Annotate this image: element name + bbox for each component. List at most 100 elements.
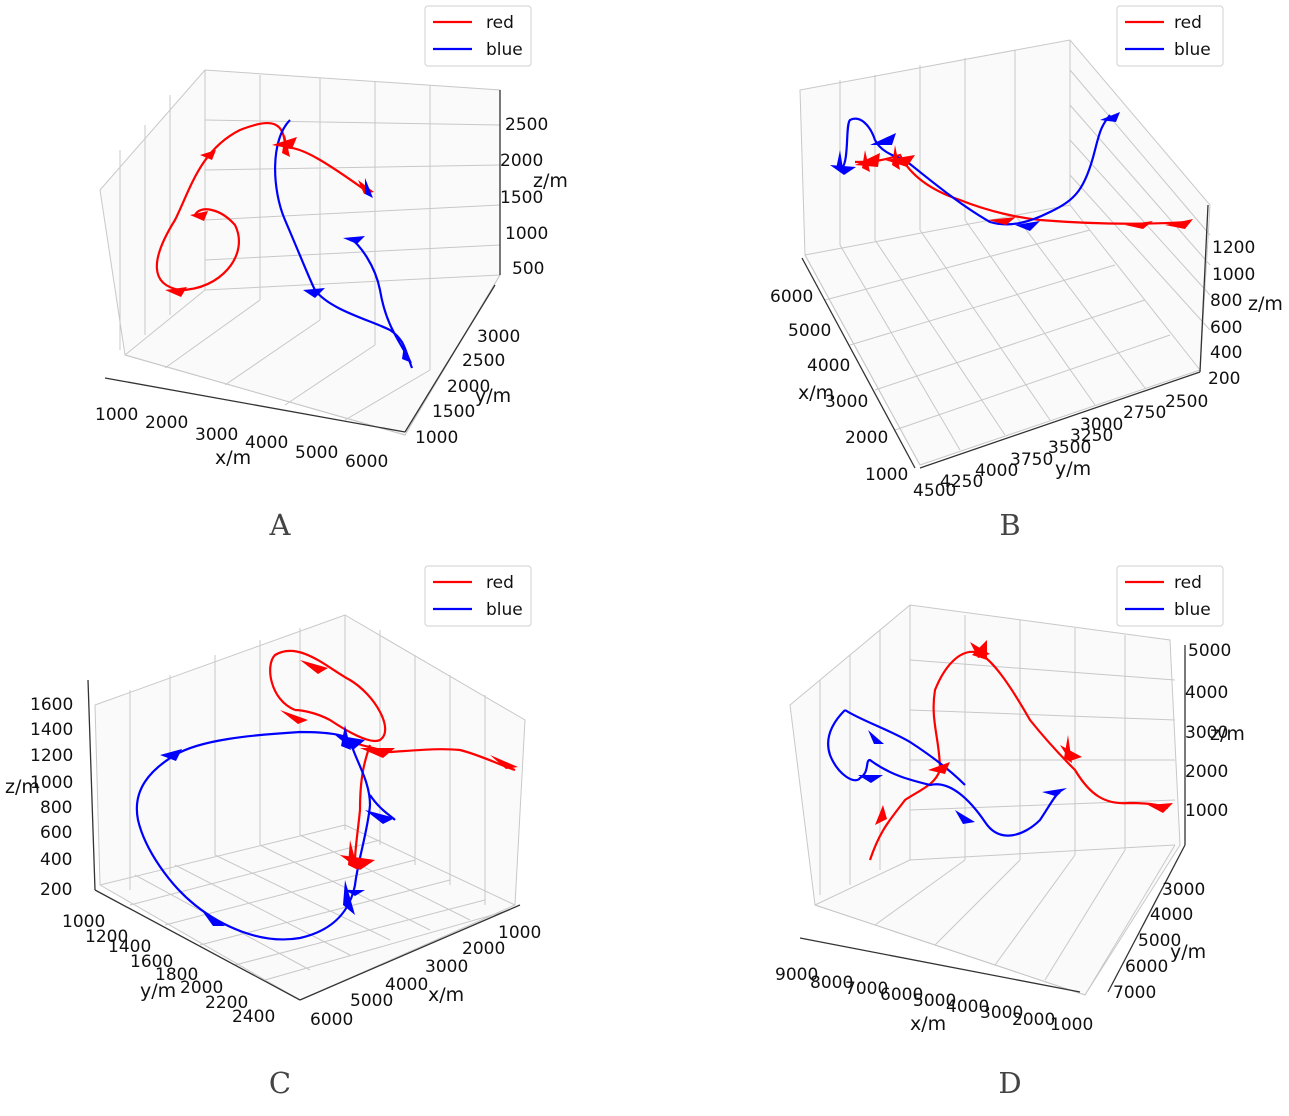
chart-c-ztick: 1400: [30, 720, 73, 740]
chart-b-ytick: 4500: [913, 481, 956, 501]
chart-b-legend-blue-label: blue: [1174, 40, 1211, 60]
chart-d-xtick: 4000: [946, 997, 989, 1017]
chart-d-tick-labels: 9000 8000 7000 6000 5000 4000 3000 2000 …: [775, 641, 1245, 1035]
chart-d-xtick: 2000: [1012, 1010, 1055, 1030]
chart-b-xtick: 1000: [865, 465, 908, 485]
chart-c-ztick: 1600: [30, 695, 73, 715]
chart-a-ytick: 2500: [462, 351, 505, 371]
chart-b-red-aircraft-icon: [1125, 221, 1153, 229]
chart-a-red-aircraft-icon: [200, 150, 216, 160]
chart-d-ytick: 6000: [1125, 957, 1168, 977]
chart-b-ytick: 3000: [1080, 415, 1123, 435]
chart-c-tick-labels: 200 400 600 800 1000 1200 1400 1600 1000…: [5, 695, 541, 1030]
chart-a-blue-aircraft-icon: [402, 345, 412, 363]
chart-b-ytick: 2750: [1123, 403, 1166, 423]
chart-a-xtick: 4000: [245, 433, 288, 453]
chart-c-ztick: 400: [40, 850, 72, 870]
chart-c-ytick: 2400: [232, 1007, 275, 1027]
chart-c-xtick: 1000: [498, 923, 541, 943]
panel-d-caption: D: [998, 1066, 1022, 1100]
chart-b-blue-aircraft-icon: [830, 150, 856, 175]
chart-b-ytick: 4250: [940, 472, 983, 492]
chart-b-red-aircraft-icon: [855, 150, 880, 172]
chart-a-blue-aircraft-icon: [343, 236, 365, 244]
chart-d-ytick: 5000: [1138, 931, 1181, 951]
chart-panel-a: 1000 2000 3000 4000 5000 6000 1000 1500 …: [0, 0, 568, 500]
chart-a-xtick: 6000: [345, 452, 388, 472]
chart-b-blue-aircraft-icon: [870, 133, 896, 145]
chart-c-zlabel: z/m: [5, 776, 40, 798]
chart-c-xtick: 5000: [350, 991, 393, 1011]
chart-c-red-aircraft-icon: [340, 840, 375, 870]
chart-d-legend: red blue: [1116, 565, 1224, 627]
chart-c-ztick: 800: [40, 798, 72, 818]
chart-d-ztick: 5000: [1188, 641, 1231, 661]
chart-d-legend-red-label: red: [1174, 573, 1202, 593]
chart-c-xtick: 3000: [425, 957, 468, 977]
chart-d-xlabel: x/m: [910, 1013, 946, 1035]
chart-a-ztick: 500: [512, 259, 544, 279]
chart-c-ytick: 1200: [85, 927, 128, 947]
chart-b-pane-grid: [799, 39, 1211, 466]
chart-d-red-aircraft-icon: [970, 640, 990, 660]
chart-c-legend: red blue: [424, 565, 532, 627]
chart-c-xtick: 2000: [462, 939, 505, 959]
chart-a-red-aircraft-icon: [165, 287, 187, 297]
chart-c-ztick: 1000: [30, 773, 73, 793]
chart-c-red-aircraft-icon: [490, 755, 518, 769]
chart-b-legend-red-label: red: [1174, 13, 1202, 33]
chart-d-ztick: 3000: [1185, 723, 1228, 743]
chart-c-aircraft-markers: [160, 660, 518, 926]
chart-a-xtick: 1000: [95, 405, 138, 425]
chart-a-xtick: 2000: [145, 413, 188, 433]
chart-a-ztick: 2500: [505, 115, 548, 135]
chart-a-svg: 1000 2000 3000 4000 5000 6000 1000 1500 …: [95, 5, 568, 472]
chart-b-ytick: 3250: [1070, 426, 1113, 446]
chart-b-ytick: 2500: [1165, 392, 1208, 412]
chart-d-xtick: 1000: [1050, 1015, 1093, 1035]
chart-c-red-aircraft-icon: [360, 748, 395, 758]
chart-b-red-aircraft-icon: [885, 145, 915, 170]
chart-d-axes: [799, 645, 1186, 993]
panel-b-caption: B: [999, 508, 1021, 542]
chart-b-ytick: 3500: [1048, 438, 1091, 458]
chart-c-series-blue: [135, 730, 396, 941]
chart-d-pane-grid: [789, 604, 1181, 996]
chart-c-svg: 200 400 600 800 1000 1200 1400 1600 1000…: [5, 565, 541, 1030]
chart-b-blue-aircraft-icon: [1015, 221, 1040, 231]
chart-c-red-aircraft-icon: [300, 660, 328, 674]
chart-b-ztick: 400: [1210, 343, 1242, 363]
chart-c-legend-red-label: red: [486, 573, 514, 593]
chart-a-ytick: 3000: [477, 327, 520, 347]
chart-d-ztick: 1000: [1185, 801, 1228, 821]
chart-a-ytick: 1000: [415, 428, 458, 448]
chart-c-pane-grid: [94, 614, 526, 1001]
chart-d-ytick: 4000: [1150, 905, 1193, 925]
chart-d-svg: 9000 8000 7000 6000 5000 4000 3000 2000 …: [775, 565, 1245, 1035]
chart-b-svg: 1000 2000 3000 4000 5000 6000 4500 4250 …: [770, 5, 1283, 501]
panel-c-caption: C: [268, 1066, 292, 1100]
panel-a-caption: A: [269, 508, 291, 542]
chart-c-ytick: 1600: [130, 952, 173, 972]
chart-a-ztick: 2000: [500, 151, 543, 171]
chart-b-ytick: 4000: [975, 461, 1018, 481]
chart-b-ztick: 200: [1208, 369, 1240, 389]
chart-c-xtick: 4000: [385, 975, 428, 995]
chart-d-xtick: 3000: [980, 1003, 1023, 1023]
chart-c-ytick: 2200: [205, 993, 248, 1013]
chart-d-blue-aircraft-icon: [955, 810, 975, 824]
chart-a-ztick: 1500: [500, 188, 543, 208]
chart-panel-c: 200 400 600 800 1000 1200 1400 1600 1000…: [0, 560, 560, 1060]
chart-c-ylabel: y/m: [140, 980, 176, 1002]
chart-b-legend: red blue: [1116, 5, 1224, 67]
chart-c-blue-aircraft-icon: [343, 880, 365, 915]
chart-c-blue-aircraft-icon: [160, 749, 182, 761]
chart-d-xtick: 9000: [775, 965, 818, 985]
chart-b-axes: [801, 204, 1209, 469]
chart-c-axes: [87, 679, 521, 1001]
chart-c-ztick: 600: [40, 823, 72, 843]
chart-a-axes: [104, 90, 501, 433]
chart-d-aircraft-markers: [858, 640, 1173, 825]
chart-d-red-aircraft-icon: [875, 805, 887, 825]
chart-a-red-aircraft-icon: [190, 211, 208, 221]
